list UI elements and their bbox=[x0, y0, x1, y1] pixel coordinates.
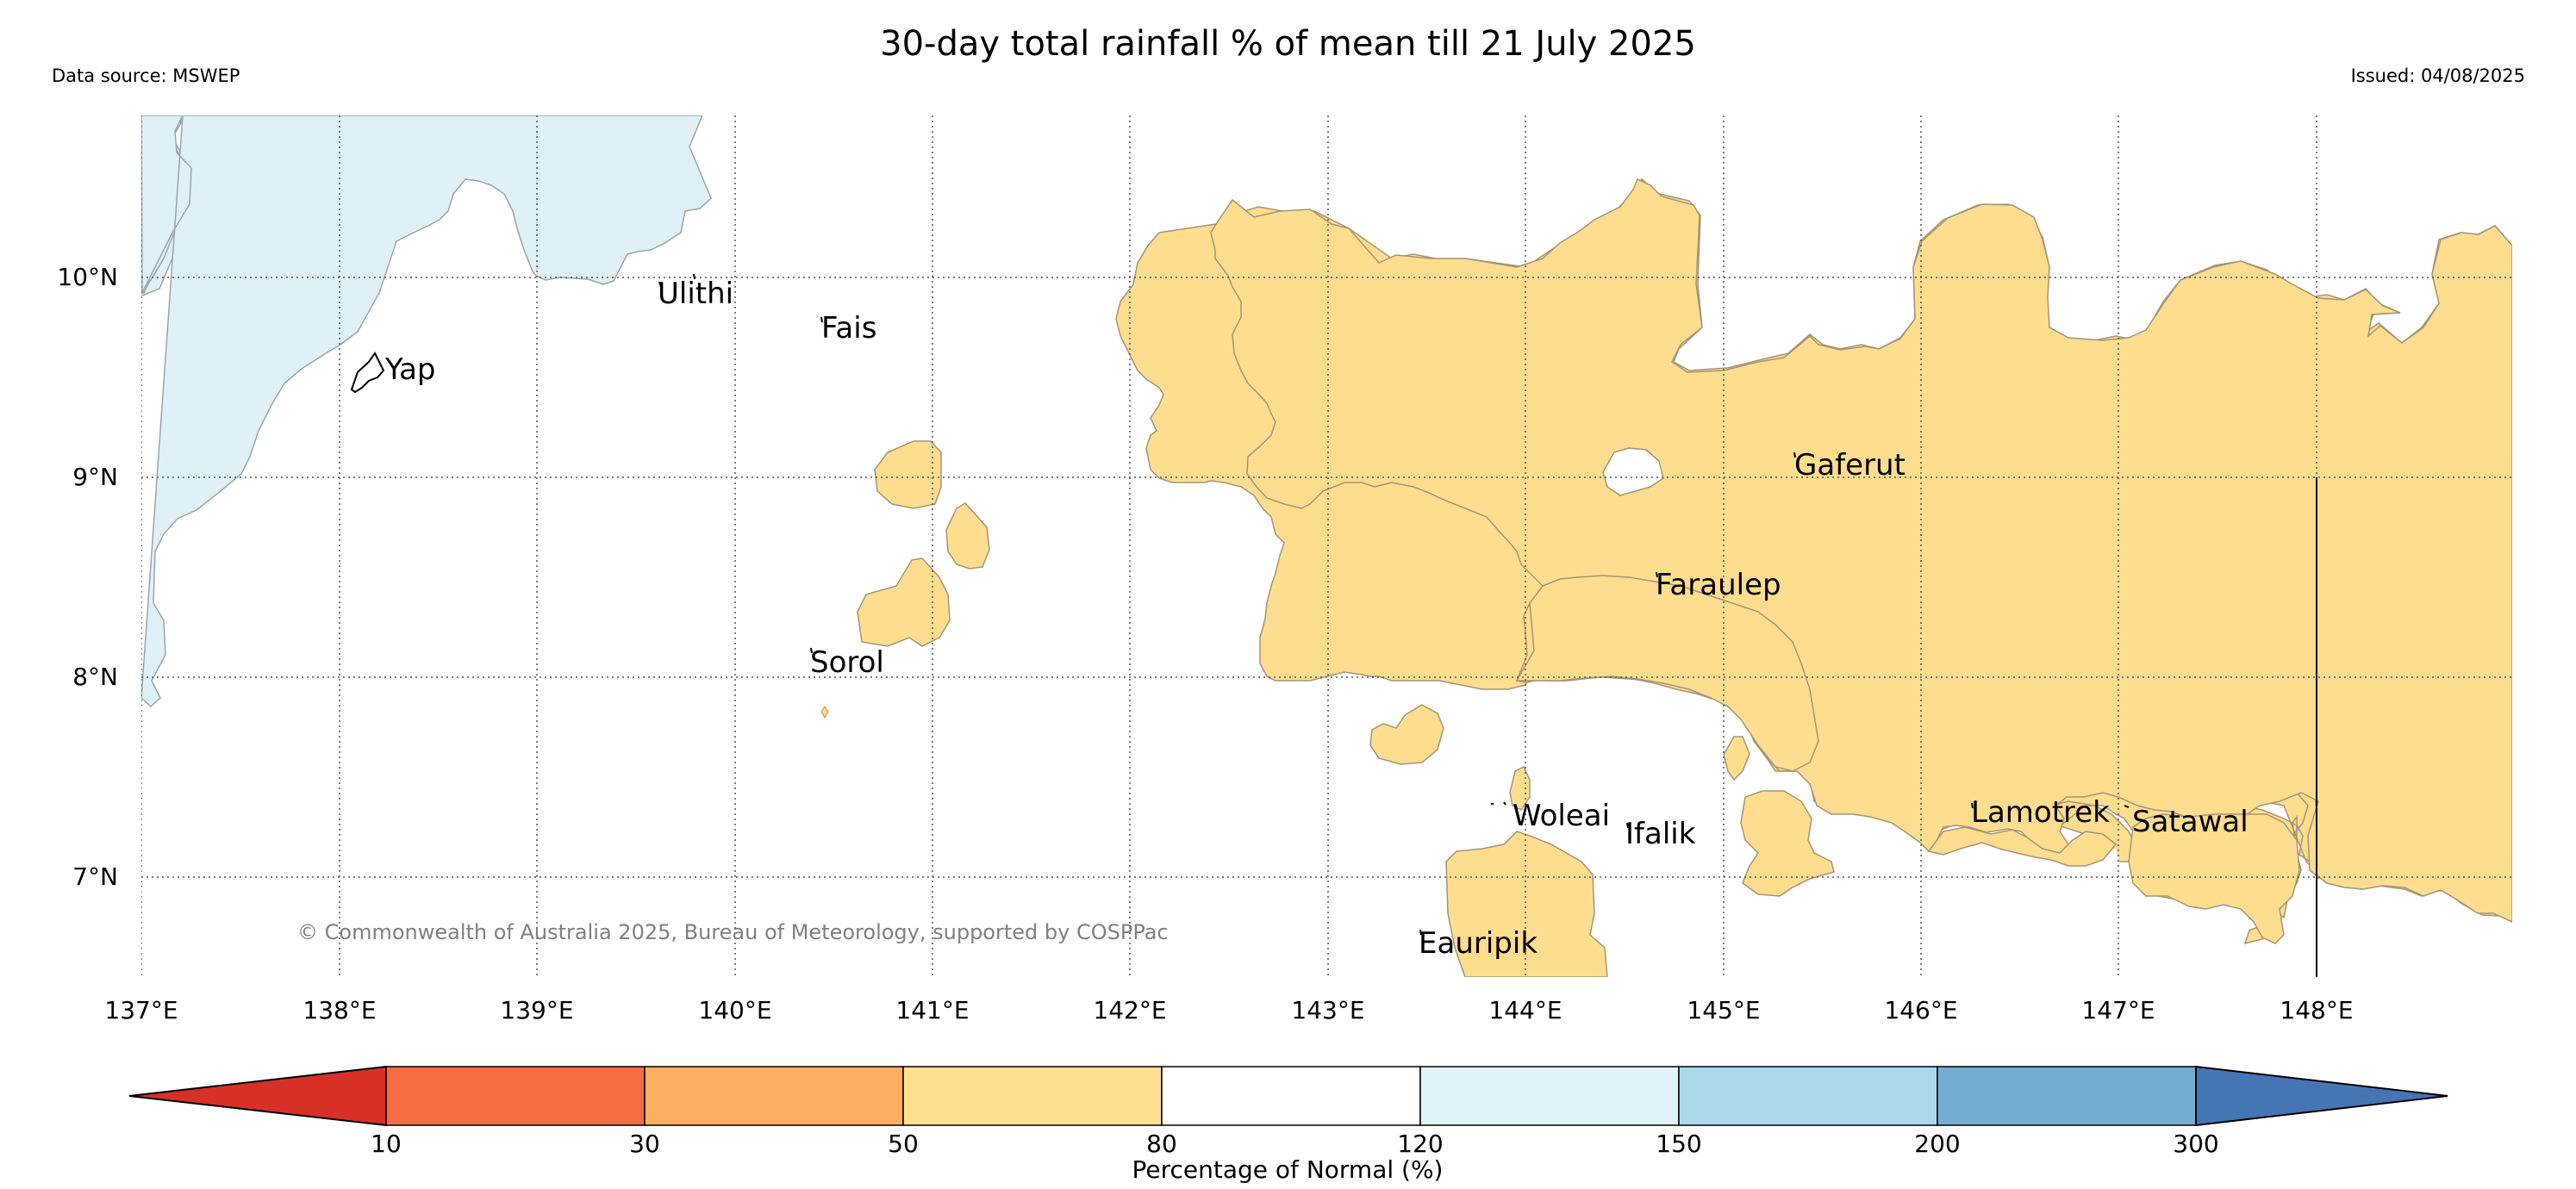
region-50-80-ifalik bbox=[1740, 790, 1835, 897]
lon-label-148e: 148°E bbox=[2280, 996, 2353, 1024]
lat-label-7n: 7°N bbox=[72, 862, 118, 891]
colorbar-tick-80: 80 bbox=[1146, 1130, 1177, 1158]
colorbar-tick-10: 10 bbox=[371, 1130, 402, 1158]
lon-label-141e: 141°E bbox=[895, 996, 969, 1024]
region-50-80-south bbox=[1515, 575, 1819, 772]
issued-date-label: Issued: 04/08/2025 bbox=[2350, 65, 2525, 86]
region-50-80-eauripik bbox=[1445, 831, 1608, 977]
colorbar-lower-extend bbox=[128, 1065, 387, 1127]
region-50-80-sorol bbox=[857, 557, 951, 647]
place-eauripik: Eauripik bbox=[1419, 926, 1537, 961]
lon-label-138e: 138°E bbox=[303, 996, 376, 1024]
place-fais: Fais bbox=[821, 311, 876, 345]
colorbar-upper-extend bbox=[2195, 1065, 2448, 1127]
place-woleai: Woleai bbox=[1513, 799, 1610, 833]
colorbar-bin-10-30 bbox=[385, 1066, 646, 1126]
lat-label-10n: 10°N bbox=[57, 263, 118, 291]
region-50-80-lamotrek bbox=[1927, 826, 2118, 867]
lon-label-143e: 143°E bbox=[1291, 996, 1364, 1024]
colorbar-tick-150: 150 bbox=[1656, 1130, 1701, 1158]
lon-label-147e: 147°E bbox=[2081, 996, 2155, 1024]
place-yap: Yap bbox=[384, 352, 436, 387]
colorbar-tick-300: 300 bbox=[2173, 1130, 2218, 1158]
map-area: Yap Ulithi Fais Sorol Gaferut Faraulep W… bbox=[141, 115, 2512, 977]
lon-label-139e: 139°E bbox=[500, 996, 573, 1024]
colorbar-tick-50: 50 bbox=[888, 1130, 919, 1158]
region-50-80-fais-a bbox=[874, 440, 942, 509]
region-50-80-satawal bbox=[2128, 813, 2300, 944]
region-50-80-tiny-sorol bbox=[820, 706, 829, 719]
data-source-label: Data source: MSWEP bbox=[52, 65, 240, 86]
place-lamotrek: Lamotrek bbox=[1971, 795, 2110, 830]
region-50-80-fais-b bbox=[945, 502, 990, 570]
island-markers bbox=[658, 273, 2130, 936]
lon-label-142e: 142°E bbox=[1093, 996, 1166, 1024]
colorbar-bin-80-120 bbox=[1161, 1066, 1421, 1126]
place-satawal: Satawal bbox=[2132, 805, 2249, 839]
colorbar-bin-150-200 bbox=[1678, 1066, 1938, 1126]
map-title: 30-day total rainfall % of mean till 21 … bbox=[880, 24, 1696, 64]
region-120-150-yap-sea bbox=[141, 115, 712, 708]
place-ulithi: Ulithi bbox=[658, 277, 733, 311]
lat-label-8n: 8°N bbox=[72, 663, 118, 691]
lon-label-146e: 146°E bbox=[1884, 996, 1957, 1024]
colorbar-bin-200-300 bbox=[1937, 1066, 2197, 1126]
copyright-notice: © Commonwealth of Australia 2025, Bureau… bbox=[297, 920, 1169, 944]
colorbar-tick-120: 120 bbox=[1397, 1130, 1443, 1158]
lon-label-145e: 145°E bbox=[1687, 996, 1760, 1024]
lon-label-144e: 144°E bbox=[1488, 996, 1562, 1024]
region-50-80-woleai-w bbox=[1369, 704, 1444, 765]
colorbar-tick-200: 200 bbox=[1914, 1130, 1960, 1158]
region-50-80-central bbox=[1210, 177, 2512, 923]
place-faraulep: Faraulep bbox=[1656, 568, 1781, 602]
colorbar-bin-50-80 bbox=[902, 1066, 1163, 1126]
lat-label-9n: 9°N bbox=[72, 463, 118, 491]
grid-lines bbox=[141, 115, 2512, 977]
region-normal-gap bbox=[1602, 447, 1664, 496]
colorbar-label: Percentage of Normal (%) bbox=[1132, 1155, 1444, 1184]
place-gaferut: Gaferut bbox=[1794, 448, 1905, 482]
yap-island bbox=[350, 352, 385, 394]
lon-label-140e: 140°E bbox=[698, 996, 771, 1024]
colorbar: 10 30 50 80 120 150 200 300 Percentage o… bbox=[128, 1065, 2448, 1184]
colorbar-bin-120-150 bbox=[1419, 1066, 1680, 1126]
region-50-80-ifalik-e bbox=[1723, 736, 1750, 781]
colorbar-bin-30-50 bbox=[644, 1066, 904, 1126]
colorbar-tick-30: 30 bbox=[629, 1130, 660, 1158]
place-ifalik: Ifalik bbox=[1625, 817, 1696, 851]
lon-label-137e: 137°E bbox=[104, 996, 178, 1024]
place-sorol: Sorol bbox=[810, 645, 884, 680]
